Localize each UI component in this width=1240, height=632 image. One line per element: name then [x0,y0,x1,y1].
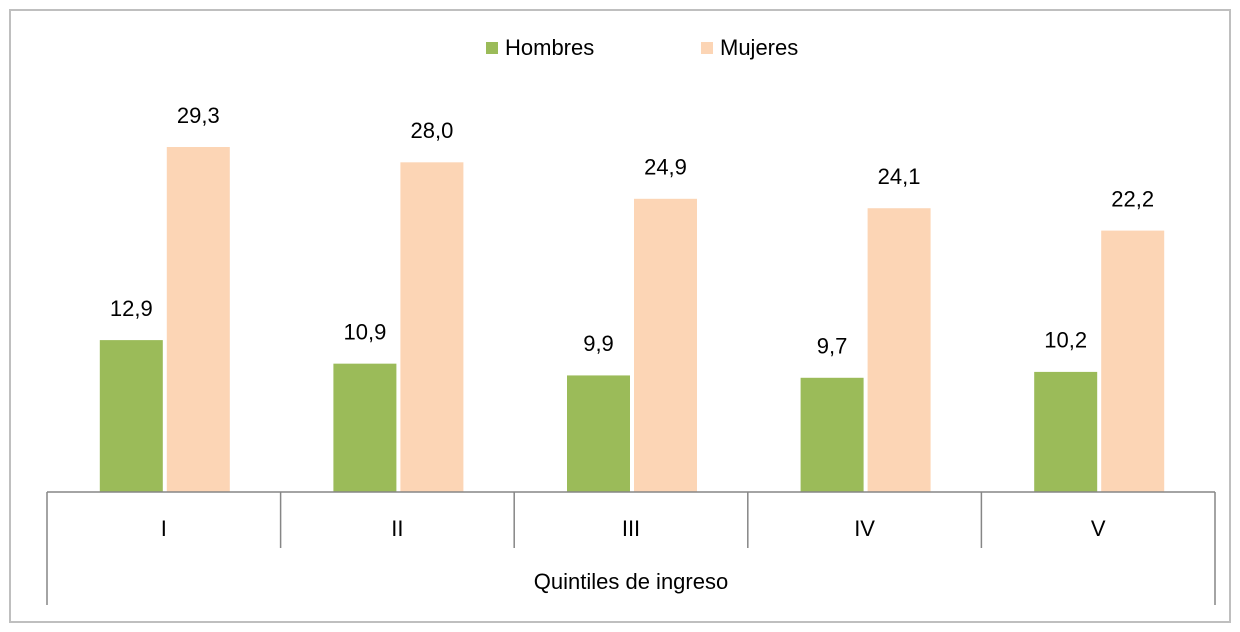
data-label: 24,1 [878,164,921,189]
data-label: 12,9 [110,296,153,321]
x-tick-label: I [161,516,167,541]
bar [333,363,397,492]
bar [1101,230,1165,492]
legend-label: Mujeres [720,35,798,60]
data-label: 9,7 [817,334,848,359]
bar [166,147,230,492]
bar [1034,371,1098,492]
bar [800,377,864,492]
x-tick-label: V [1091,516,1106,541]
legend-swatch [701,42,713,54]
legend-swatch [486,42,498,54]
data-label: 10,9 [343,319,386,344]
data-label: 28,0 [410,118,453,143]
data-label: 24,9 [644,155,687,180]
bar [400,162,464,492]
x-tick-label: II [391,516,403,541]
data-label: 29,3 [177,103,220,128]
x-tick-label: IV [854,516,875,541]
x-axis-title: Quintiles de ingreso [534,569,728,594]
bar [99,340,163,492]
bar [567,375,630,492]
legend-label: Hombres [505,35,594,60]
data-label: 9,9 [583,331,614,356]
bar [634,198,697,492]
x-tick-label: III [622,516,640,541]
data-label: 10,2 [1044,328,1087,353]
data-label: 22,2 [1111,186,1154,211]
bar [867,208,931,492]
